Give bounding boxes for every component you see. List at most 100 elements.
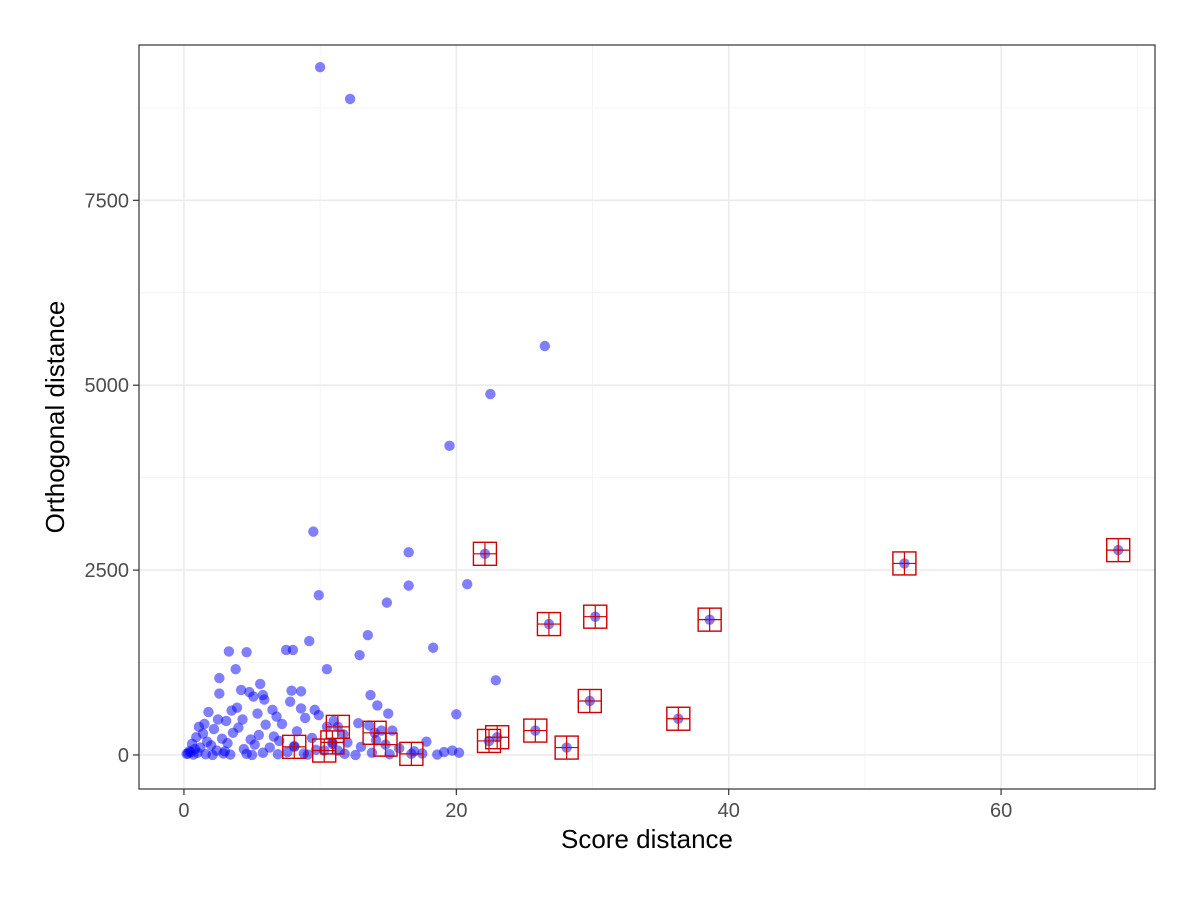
outlier-marker: [1106, 537, 1131, 563]
data-point: [384, 749, 395, 760]
data-point: [432, 749, 443, 760]
data-point: [339, 748, 350, 760]
y-tick-label: 5000: [85, 375, 130, 397]
outlier-marker: [399, 741, 424, 767]
data-point: [313, 590, 324, 601]
x-tick-label: 0: [178, 800, 189, 822]
outlier-marker: [554, 735, 579, 760]
data-point: [223, 646, 235, 657]
data-point: [462, 578, 473, 590]
plot-panel: [138, 44, 1156, 790]
data-point: [284, 696, 296, 707]
data-point: [253, 729, 265, 741]
y-axis-title: Orthogonal distance: [40, 301, 70, 534]
data-point: [230, 663, 241, 675]
data-point: [310, 744, 322, 756]
grid: [139, 45, 1155, 789]
outlier-marker: [577, 688, 602, 714]
data-point: [427, 642, 439, 653]
data-point: [188, 749, 199, 760]
data-point: [272, 749, 284, 760]
data-point: [363, 720, 375, 731]
data-point: [490, 675, 502, 686]
x-tick-label: 20: [445, 800, 467, 822]
data-point: [248, 691, 259, 702]
data-point: [212, 714, 224, 725]
outlier-marker: [697, 607, 722, 632]
data-point: [485, 388, 496, 400]
x-tick-label: 40: [718, 800, 740, 822]
data-point: [214, 672, 225, 684]
data-point: [344, 93, 356, 105]
outlier-marker: [583, 604, 608, 629]
data-point: [214, 688, 225, 699]
data-point: [257, 747, 269, 758]
data-point: [291, 726, 303, 737]
data-point: [220, 715, 232, 727]
data-point: [444, 440, 455, 452]
data-point: [226, 705, 237, 716]
data-point: [299, 712, 311, 724]
y-tick-label: 0: [118, 745, 129, 767]
data-point: [304, 635, 315, 647]
data-point: [353, 717, 364, 729]
y-tick-label: 2500: [85, 560, 130, 582]
data-point: [227, 727, 239, 738]
data-point: [451, 709, 462, 720]
outlier-marker: [325, 714, 351, 740]
axis-ticks: 0 20 40 60 0 2500 5000 7500: [85, 190, 1013, 822]
data-point: [208, 723, 220, 735]
data-point: [383, 708, 394, 719]
data-point: [362, 629, 374, 641]
data-point: [276, 718, 288, 730]
data-point: [372, 700, 383, 711]
data-point: [271, 711, 282, 722]
outlier-marker: [320, 730, 345, 755]
data-point: [381, 597, 393, 608]
data-point: [350, 749, 361, 761]
data-point: [235, 684, 247, 696]
outlier-marker: [373, 732, 398, 757]
data-point: [203, 706, 214, 718]
outlier-marker: [282, 734, 307, 760]
data-point: [252, 708, 263, 719]
data-point: [295, 686, 307, 697]
data-point: [539, 340, 551, 352]
data-point: [222, 737, 233, 749]
outlier-marker: [472, 541, 498, 567]
data-point: [354, 649, 365, 661]
outlier-marker: [666, 706, 691, 731]
data-point: [342, 737, 353, 748]
data-point: [274, 735, 285, 747]
data-point: [365, 689, 376, 701]
data-point: [260, 719, 271, 730]
y-tick-label: 7500: [85, 190, 130, 212]
data-point: [225, 749, 236, 760]
data-point: [321, 663, 333, 675]
outlier-marker: [536, 611, 562, 637]
outlier-marker: [523, 718, 548, 743]
data-point: [453, 747, 465, 758]
data-point: [308, 526, 319, 537]
data-points: [181, 61, 1124, 761]
outlier-marker: [892, 551, 917, 576]
data-point: [403, 580, 414, 591]
data-point: [314, 61, 326, 73]
outlier-markers: [282, 537, 1131, 767]
data-point: [387, 725, 398, 736]
data-point: [246, 749, 258, 761]
data-point: [313, 709, 324, 721]
data-point: [255, 678, 266, 690]
data-point: [306, 732, 318, 744]
outlier-marker: [476, 728, 502, 754]
x-axis-title: Score distance: [561, 824, 733, 854]
data-point: [237, 714, 248, 725]
data-point: [286, 685, 297, 696]
data-point: [421, 736, 432, 747]
x-tick-label: 60: [990, 800, 1012, 822]
data-point: [295, 703, 307, 714]
data-point: [241, 646, 252, 658]
data-point: [403, 547, 414, 558]
data-point: [249, 739, 260, 750]
